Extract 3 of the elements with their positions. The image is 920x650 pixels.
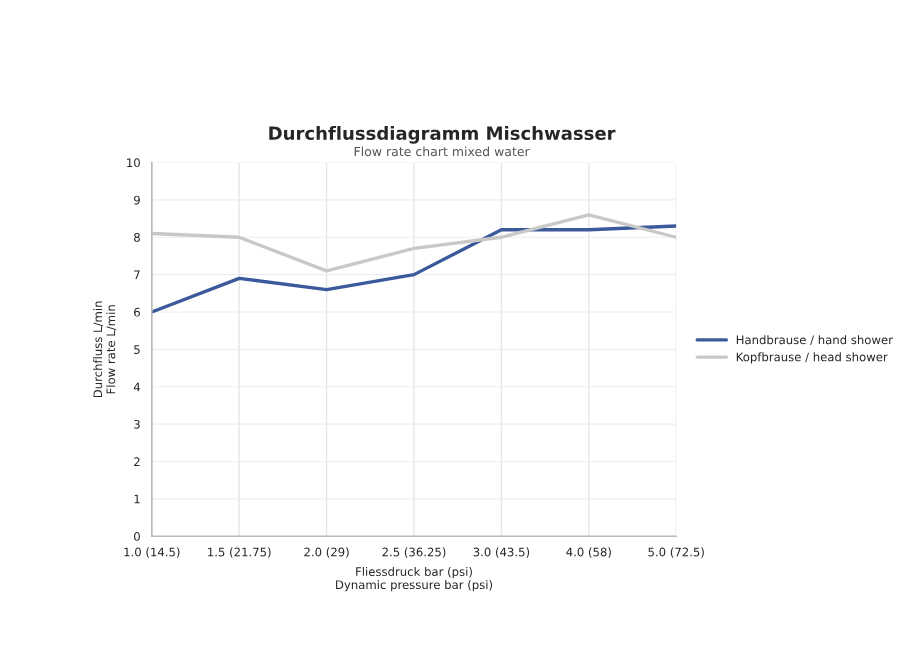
chart-title: Durchflussdiagramm Mischwasser: [269, 126, 616, 144]
line-series: [151, 224, 677, 314]
line-series: [151, 213, 677, 273]
